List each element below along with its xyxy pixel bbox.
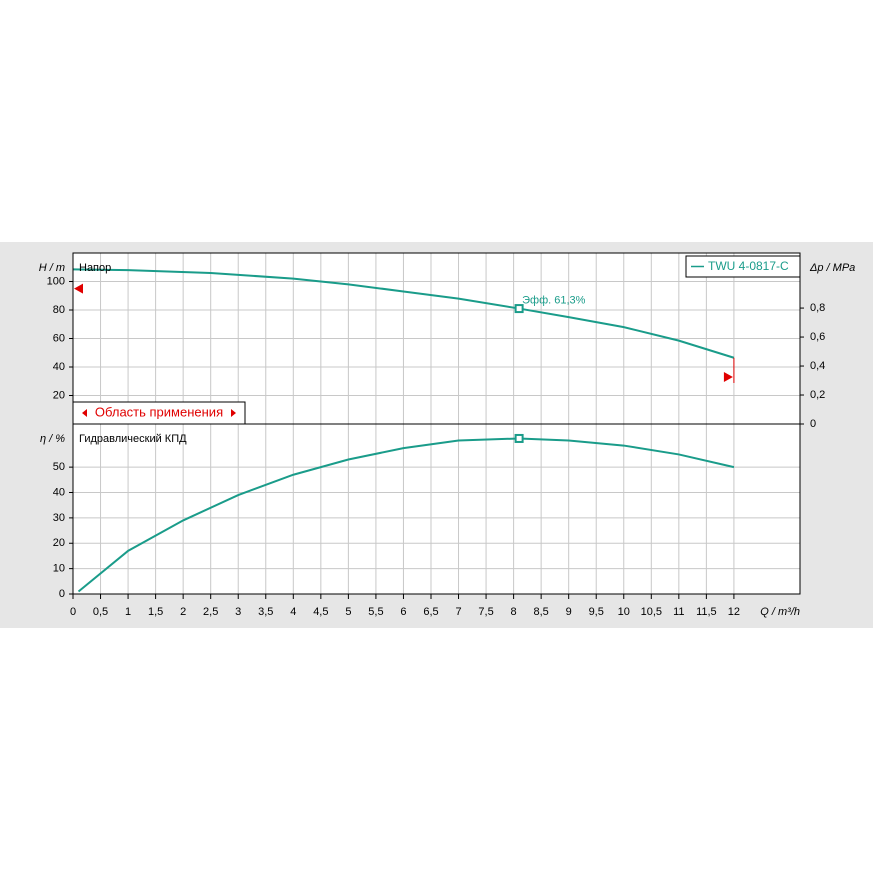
panel-title: Гидравлический КПД: [79, 433, 187, 445]
x-axis-label: Q / m³/h: [760, 606, 800, 618]
y2-tick-label: 0: [810, 418, 816, 430]
y-tick-label: 100: [47, 275, 65, 287]
x-tick-label: 0,5: [93, 606, 108, 618]
x-tick-label: 7,5: [478, 606, 493, 618]
y-tick-label: 30: [53, 512, 65, 524]
marks-layer: [72, 268, 735, 593]
x-tick-label: 8: [511, 606, 517, 618]
y2-tick-label: 0,6: [810, 331, 825, 343]
x-tick-label: 5,5: [368, 606, 383, 618]
x-tick-label: 8,5: [533, 606, 548, 618]
panel-title: Напор: [79, 262, 111, 274]
x-tick-label: 12: [728, 606, 740, 618]
x-tick-label: 11,5: [696, 606, 717, 618]
y-tick-label: 40: [53, 361, 65, 373]
range-box: [72, 401, 246, 425]
x-tick-label: 9: [566, 606, 572, 618]
y-tick-label: 0: [59, 588, 65, 600]
y2-tick-label: 0,4: [810, 360, 825, 372]
y2-tick-label: 0,2: [810, 389, 825, 401]
x-tick-label: 2: [180, 606, 186, 618]
x-tick-label: 5: [345, 606, 351, 618]
range-arrow-left: [82, 409, 87, 417]
legend-box: [685, 255, 801, 278]
y-axis-label: η / %: [40, 433, 65, 445]
limit-marker: [74, 283, 83, 294]
x-tick-label: 10: [618, 606, 630, 618]
x-tick-label: 2,5: [203, 606, 218, 618]
legend-label: TWU 4-0817-C: [708, 259, 789, 273]
series-line: [77, 437, 735, 593]
x-tick-label: 6,5: [423, 606, 438, 618]
operating-point: [514, 433, 524, 443]
y-tick-label: 60: [53, 332, 65, 344]
y-tick-label: 20: [53, 537, 65, 549]
x-tick-label: 3: [235, 606, 241, 618]
x-tick-label: 7: [455, 606, 461, 618]
x-tick-label: 10,5: [641, 606, 662, 618]
y-tick-label: 20: [53, 389, 65, 401]
x-tick-label: 4: [290, 606, 296, 618]
x-tick-label: 1: [125, 606, 131, 618]
x-tick-label: 3,5: [258, 606, 273, 618]
annotation: Эфф. 61,3%: [522, 294, 586, 306]
x-tick-label: 1,5: [148, 606, 163, 618]
y2-tick-label: 0,8: [810, 302, 825, 314]
y-tick-label: 40: [53, 486, 65, 498]
operating-point: [514, 304, 524, 314]
range-label: Область применения: [95, 404, 223, 419]
x-tick-label: 0: [70, 606, 76, 618]
x-tick-label: 9,5: [589, 606, 604, 618]
limit-marker: [723, 371, 733, 382]
series-line: [72, 268, 735, 359]
range-arrow-right: [231, 409, 236, 417]
x-tick-label: 4,5: [313, 606, 328, 618]
y-tick-label: 80: [53, 304, 65, 316]
y-tick-label: 10: [53, 563, 65, 575]
x-tick-label: 11: [673, 606, 684, 618]
y2-axis-label: Δp / MPa: [809, 262, 855, 274]
y-axis-label: H / m: [39, 262, 65, 274]
x-tick-label: 6: [400, 606, 406, 618]
y-tick-label: 50: [53, 461, 65, 473]
